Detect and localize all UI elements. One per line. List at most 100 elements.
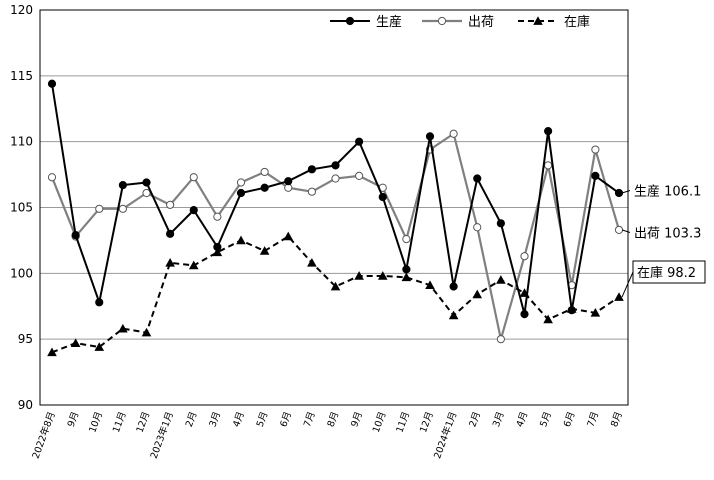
x-tick-label: 11月	[111, 410, 129, 434]
data-point	[520, 252, 529, 261]
data-point	[591, 145, 600, 154]
x-tick-label: 11月	[394, 410, 412, 434]
x-tick-label: 4月	[515, 410, 531, 428]
data-point	[47, 173, 57, 182]
x-tick-label: 2月	[467, 410, 483, 428]
data-point	[520, 310, 529, 319]
series-生産	[47, 79, 624, 319]
y-tick-label: 90	[18, 398, 33, 412]
data-point	[591, 171, 600, 180]
x-tick-label: 6月	[562, 410, 578, 428]
data-point	[437, 16, 447, 26]
data-point	[614, 188, 624, 198]
data-point	[354, 271, 364, 280]
callout-生産: 生産 106.1	[621, 180, 706, 201]
y-tick-label: 105	[10, 201, 33, 215]
x-tick-label: 6月	[278, 410, 294, 428]
data-point	[47, 347, 57, 357]
x-tick-label: 2022年8月	[30, 410, 58, 460]
data-point	[473, 223, 482, 232]
x-tick-label: 9月	[349, 410, 365, 428]
legend-item: 生産	[330, 14, 402, 30]
legend-label: 生産	[376, 14, 402, 30]
data-point	[236, 178, 246, 187]
y-tick-label: 110	[10, 135, 33, 149]
data-point	[425, 280, 435, 290]
data-point	[284, 177, 293, 186]
data-point	[401, 272, 412, 282]
data-point	[70, 338, 81, 347]
data-point	[166, 229, 175, 238]
callout-leader	[621, 190, 631, 194]
data-point	[472, 289, 483, 299]
callout-box	[630, 180, 706, 201]
callout-label: 生産 106.1	[634, 184, 701, 200]
data-point	[448, 310, 459, 320]
data-point	[355, 137, 364, 146]
data-point	[212, 247, 223, 257]
legend-item: 出荷	[422, 15, 494, 30]
x-tick-label: 3月	[491, 410, 507, 428]
y-axis-ticks: 90 95 100 105 110 115 120	[10, 3, 33, 412]
data-point	[188, 260, 199, 270]
data-point	[95, 204, 104, 213]
data-point	[378, 192, 387, 202]
data-point	[307, 187, 316, 196]
x-tick-label: 9月	[66, 410, 82, 428]
data-point	[189, 206, 198, 215]
x-tick-label: 5月	[255, 410, 271, 428]
data-point	[473, 174, 482, 183]
callout-label: 出荷 103.3	[634, 227, 701, 242]
callout-box	[630, 222, 706, 243]
data-point	[543, 314, 553, 324]
data-point	[331, 174, 340, 183]
x-tick-label: 7月	[586, 410, 602, 428]
data-point	[533, 16, 543, 25]
data-point	[307, 258, 317, 267]
data-point	[496, 275, 506, 284]
data-point	[307, 165, 316, 174]
data-point	[95, 298, 104, 307]
y-tick-label: 95	[18, 332, 33, 346]
x-tick-label: 12月	[135, 410, 153, 434]
series-layer	[47, 79, 624, 357]
series-line	[51, 235, 620, 354]
data-point	[47, 79, 57, 88]
callout-leader	[621, 229, 631, 233]
data-point	[496, 219, 505, 228]
data-point	[614, 225, 624, 234]
legend-label: 在庫	[564, 15, 590, 30]
data-point	[566, 304, 577, 313]
data-point	[118, 181, 127, 190]
x-tick-label: 3月	[208, 410, 224, 428]
data-point	[377, 271, 388, 280]
data-point	[425, 132, 435, 141]
legend-item: 在庫	[518, 15, 590, 30]
x-tick-label: 2023年1月	[148, 410, 176, 460]
callout-box	[632, 260, 706, 284]
data-point	[449, 282, 458, 291]
data-point	[236, 188, 246, 198]
data-point	[544, 161, 553, 170]
grid-lines	[40, 75, 628, 340]
y-tick-label: 115	[10, 69, 33, 83]
data-point	[118, 204, 127, 213]
data-point	[330, 281, 341, 291]
y-tick-label: 120	[10, 3, 33, 17]
data-point	[259, 246, 270, 255]
data-point	[402, 235, 411, 244]
data-point	[345, 16, 355, 26]
data-point	[331, 161, 340, 170]
x-tick-label: 4月	[231, 410, 247, 428]
data-point	[165, 258, 175, 267]
x-tick-label: 10月	[87, 410, 105, 434]
x-tick-label: 2月	[184, 410, 200, 428]
callout-在庫: 在庫 98.2	[621, 260, 706, 298]
x-tick-label: 8月	[609, 410, 625, 428]
data-point	[283, 231, 294, 241]
data-point	[213, 212, 222, 221]
y-tick-label: 100	[10, 266, 33, 280]
x-tick-label: 2024年1月	[431, 410, 459, 460]
